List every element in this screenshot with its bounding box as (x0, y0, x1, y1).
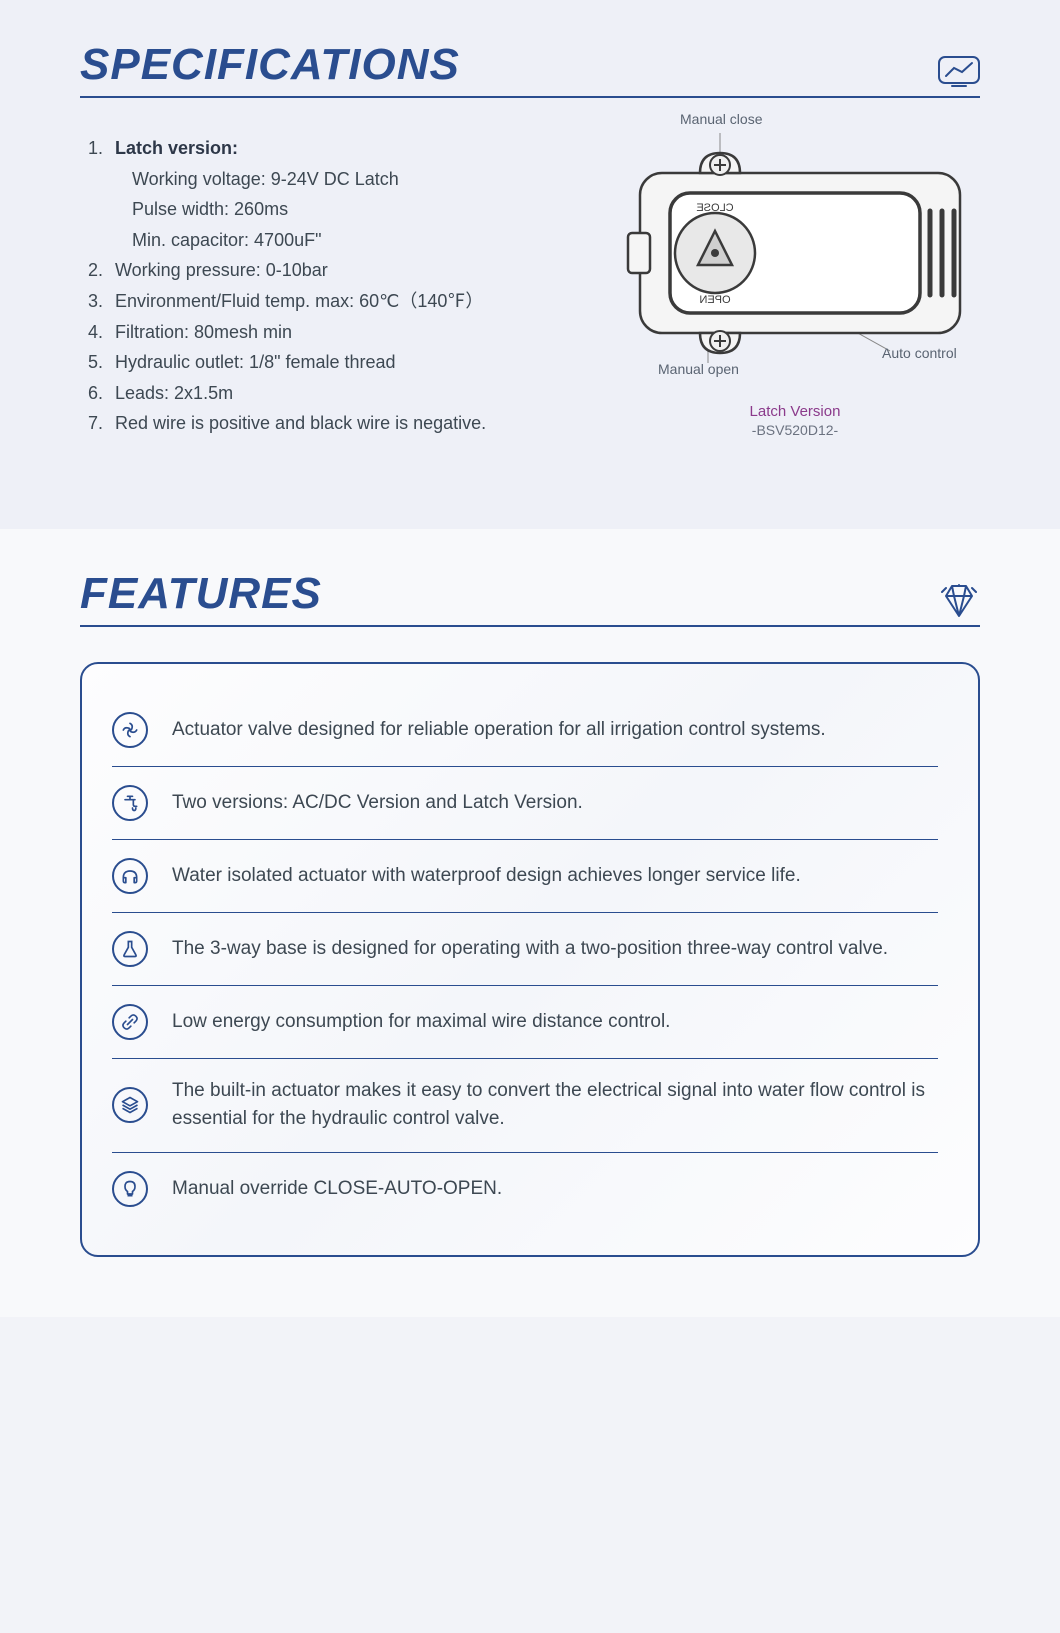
caption-line2: -BSV520D12- (610, 422, 980, 438)
spec-title: SPECIFICATIONS (80, 40, 460, 90)
diamond-icon (938, 583, 980, 619)
chart-icon (938, 54, 980, 90)
spec-subitem: Min. capacitor: 4700uF" (80, 225, 580, 256)
spec-list: 1. Latch version:Working voltage: 9-24V … (80, 133, 580, 439)
feature-text: Manual override CLOSE-AUTO-OPEN. (172, 1175, 502, 1204)
spec-item: 1. Latch version: (80, 133, 580, 164)
spec-subitem: Working voltage: 9-24V DC Latch (80, 164, 580, 195)
feature-text: Water isolated actuator with waterproof … (172, 862, 801, 891)
spec-item: 4. Filtration: 80mesh min (80, 317, 580, 348)
feature-text: Low energy consumption for maximal wire … (172, 1008, 670, 1037)
feature-row: Actuator valve designed for reliable ope… (112, 694, 938, 767)
layers-icon (112, 1087, 148, 1123)
features-title: FEATURES (80, 569, 322, 619)
diagram-svg: CLOSE AUTO OPEN (610, 133, 980, 368)
fan-icon (112, 712, 148, 748)
caption-line1: Latch Version (610, 403, 980, 420)
spec-item: 3. Environment/Fluid temp. max: 60℃（140℉… (80, 286, 580, 317)
spec-item: 6. Leads: 2x1.5m (80, 378, 580, 409)
label-manual-open: Manual open (658, 361, 739, 377)
feature-text: Actuator valve designed for reliable ope… (172, 716, 826, 745)
svg-text:OPEN: OPEN (699, 294, 730, 306)
feature-row: Low energy consumption for maximal wire … (112, 986, 938, 1059)
spec-item: 7. Red wire is positive and black wire i… (80, 408, 580, 439)
label-auto-control: Auto control (882, 345, 957, 361)
feature-row: The built-in actuator makes it easy to c… (112, 1059, 938, 1153)
faucet-icon (112, 785, 148, 821)
features-card: Actuator valve designed for reliable ope… (80, 662, 980, 1257)
spec-header: SPECIFICATIONS (80, 40, 980, 98)
diagram-caption: Latch Version -BSV520D12- (610, 403, 980, 438)
feature-row: Water isolated actuator with waterproof … (112, 840, 938, 913)
spec-item: 2. Working pressure: 0-10bar (80, 255, 580, 286)
feature-row: The 3-way base is designed for operating… (112, 913, 938, 986)
feature-text: Two versions: AC/DC Version and Latch Ve… (172, 789, 583, 818)
features-header: FEATURES (80, 569, 980, 627)
spec-body: 1. Latch version:Working voltage: 9-24V … (80, 133, 980, 439)
bulb-icon (112, 1171, 148, 1207)
svg-text:CLOSE: CLOSE (696, 202, 733, 214)
flask-icon (112, 931, 148, 967)
headset-icon (112, 858, 148, 894)
device-diagram: Manual close (610, 133, 980, 438)
label-manual-close: Manual close (680, 111, 763, 127)
spec-subitem: Pulse width: 260ms (80, 194, 580, 225)
feature-text: The 3-way base is designed for operating… (172, 935, 888, 964)
feature-row: Two versions: AC/DC Version and Latch Ve… (112, 767, 938, 840)
link-icon (112, 1004, 148, 1040)
spec-item: 5. Hydraulic outlet: 1/8" female thread (80, 347, 580, 378)
feature-text: The built-in actuator makes it easy to c… (172, 1077, 938, 1134)
features-section: FEATURES Actuator valve designed for rel… (0, 529, 1060, 1317)
specifications-section: SPECIFICATIONS 1. Latch version:Working … (0, 0, 1060, 529)
feature-row: Manual override CLOSE-AUTO-OPEN. (112, 1153, 938, 1225)
